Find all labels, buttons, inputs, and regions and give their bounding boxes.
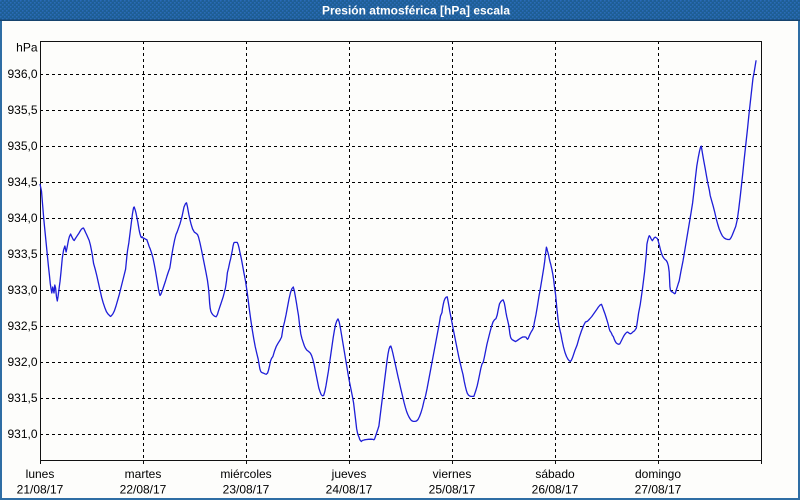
svg-text:935,0: 935,0: [7, 139, 37, 153]
svg-text:932,0: 932,0: [7, 355, 37, 369]
svg-text:931,5: 931,5: [7, 391, 37, 405]
svg-text:domingo: domingo: [635, 467, 681, 481]
svg-text:jueves: jueves: [331, 467, 367, 481]
svg-text:hPa: hPa: [16, 41, 38, 55]
svg-text:martes: martes: [125, 467, 162, 481]
svg-text:22/08/17: 22/08/17: [120, 483, 167, 497]
svg-text:25/08/17: 25/08/17: [429, 483, 476, 497]
svg-text:Presión atmosférica [hPa] esca: Presión atmosférica [hPa] escala: [322, 4, 510, 18]
svg-text:935,5: 935,5: [7, 103, 37, 117]
svg-text:933,5: 933,5: [7, 247, 37, 261]
svg-text:932,5: 932,5: [7, 319, 37, 333]
svg-text:sábado: sábado: [535, 467, 575, 481]
svg-text:936,0: 936,0: [7, 67, 37, 81]
svg-text:23/08/17: 23/08/17: [223, 483, 270, 497]
svg-text:27/08/17: 27/08/17: [635, 483, 682, 497]
svg-text:934,0: 934,0: [7, 211, 37, 225]
svg-text:24/08/17: 24/08/17: [326, 483, 373, 497]
svg-text:lunes: lunes: [26, 467, 55, 481]
svg-text:931,0: 931,0: [7, 427, 37, 441]
svg-text:26/08/17: 26/08/17: [532, 483, 579, 497]
svg-text:933,0: 933,0: [7, 283, 37, 297]
svg-text:934,5: 934,5: [7, 175, 37, 189]
svg-text:viernes: viernes: [433, 467, 472, 481]
svg-text:21/08/17: 21/08/17: [17, 483, 64, 497]
svg-text:miércoles: miércoles: [220, 467, 271, 481]
